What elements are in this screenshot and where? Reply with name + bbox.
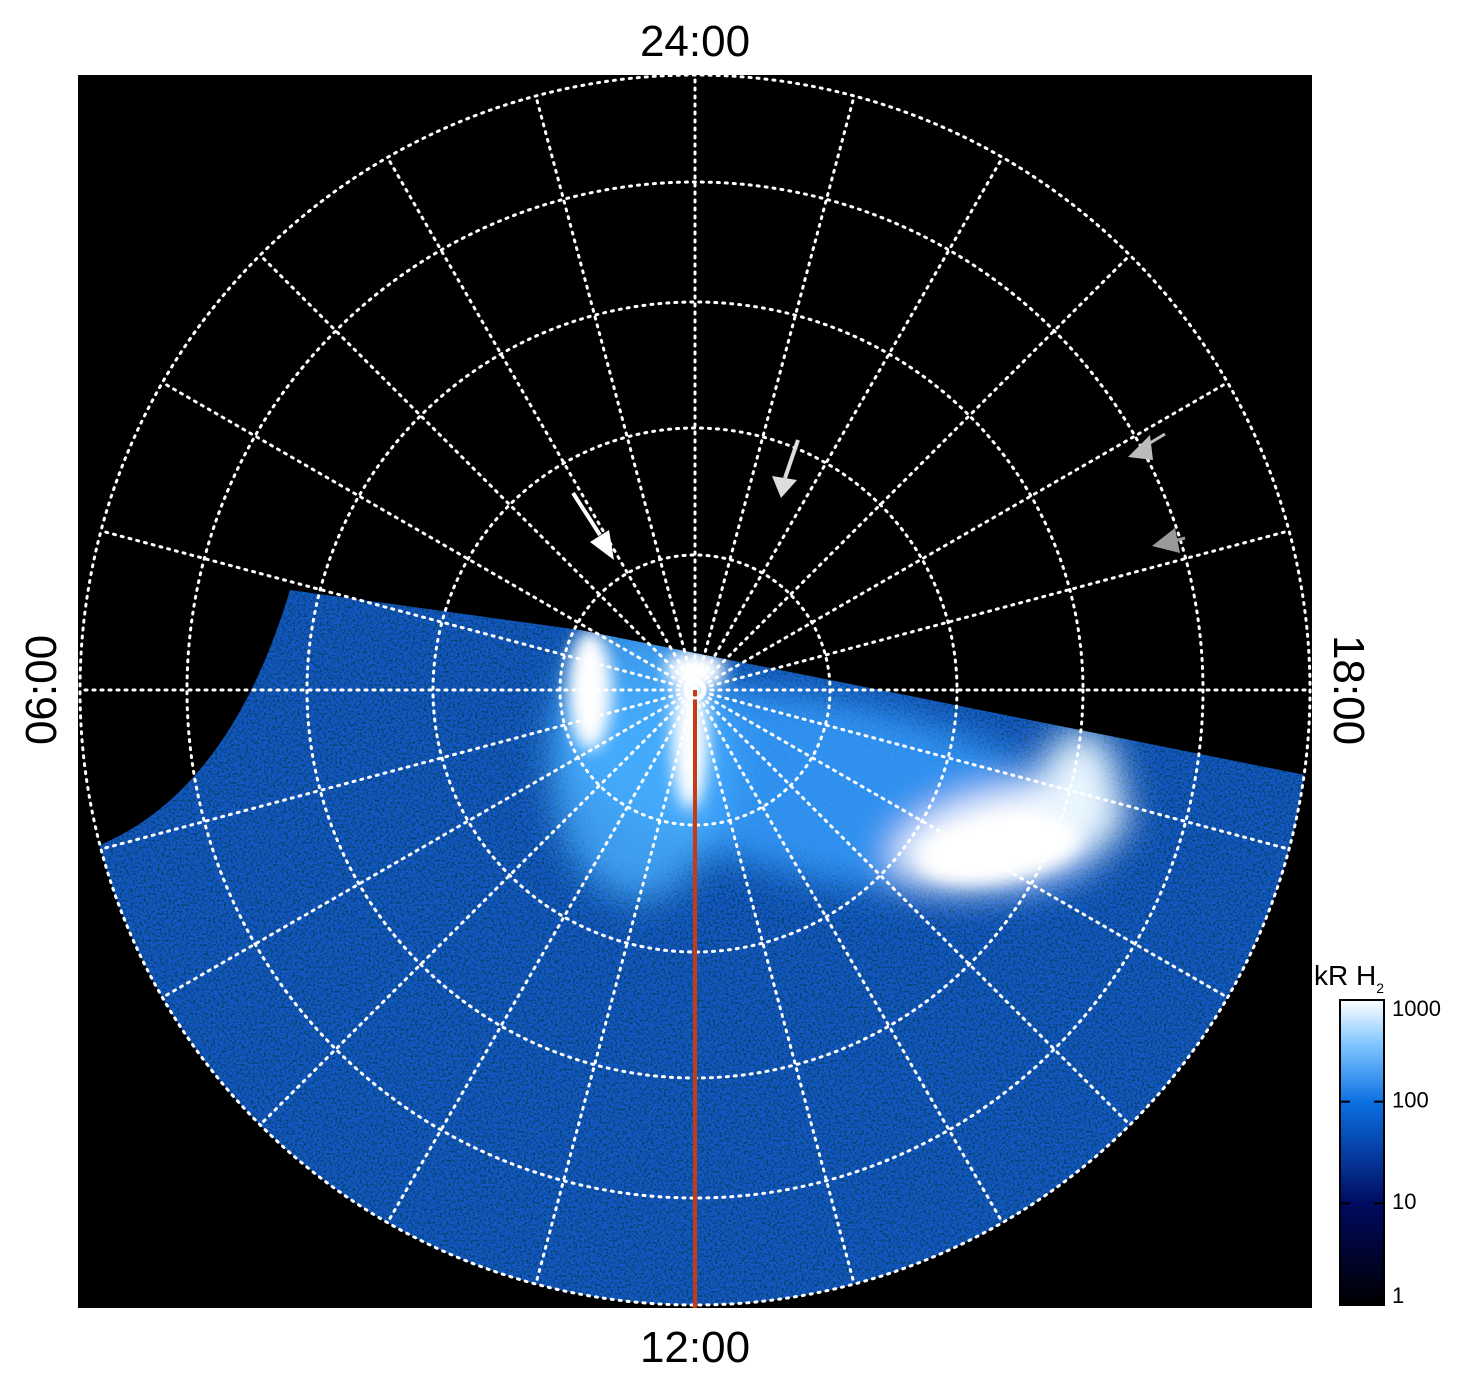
grid-spoke bbox=[693, 688, 1132, 1127]
label-left: 06:00 bbox=[17, 635, 66, 745]
grid-spoke bbox=[386, 688, 697, 1225]
grid-spoke bbox=[160, 381, 697, 692]
label-top: 24:00 bbox=[640, 17, 750, 66]
colorbar-title-main: kR H bbox=[1314, 960, 1376, 991]
grid-spoke bbox=[534, 94, 697, 692]
grid-ring bbox=[78, 73, 1312, 1307]
grid-spoke bbox=[693, 688, 1291, 851]
grid-spoke bbox=[534, 688, 697, 1286]
grid-spoke bbox=[258, 253, 697, 692]
grid-spoke bbox=[258, 688, 697, 1127]
grid-ring bbox=[185, 180, 1205, 1200]
grid-spoke bbox=[693, 688, 856, 1286]
grid-spoke bbox=[693, 94, 856, 692]
arrows bbox=[571, 432, 1186, 560]
colorbar-tick-label: 100 bbox=[1392, 1087, 1429, 1112]
pole-marker bbox=[685, 680, 705, 700]
grid-spoke bbox=[160, 688, 697, 999]
colorbar-tick-label: 10 bbox=[1392, 1189, 1416, 1214]
colorbar-ticks: 1 10 100 1000 bbox=[1340, 996, 1441, 1308]
colorbar-tick-label: 1 bbox=[1392, 1283, 1404, 1308]
label-right: 18:00 bbox=[1324, 635, 1373, 745]
grid-spoke bbox=[693, 688, 1230, 999]
grid-spoke bbox=[693, 253, 1132, 692]
grid-spoke bbox=[693, 529, 1291, 692]
grid-spoke bbox=[99, 688, 697, 851]
grid-spoke bbox=[693, 155, 1004, 692]
colorbar-title: kR H2 bbox=[1314, 960, 1384, 996]
grid-spoke bbox=[693, 381, 1230, 692]
label-bottom: 12:00 bbox=[640, 1323, 750, 1372]
colorbar-tick-label: 1000 bbox=[1392, 996, 1441, 1021]
colorbar-title-sub: 2 bbox=[1376, 980, 1384, 996]
grid-spoke bbox=[693, 688, 1004, 1225]
grid-spoke bbox=[386, 155, 697, 692]
grid-spoke bbox=[99, 529, 697, 692]
colorbar bbox=[1339, 999, 1385, 1306]
